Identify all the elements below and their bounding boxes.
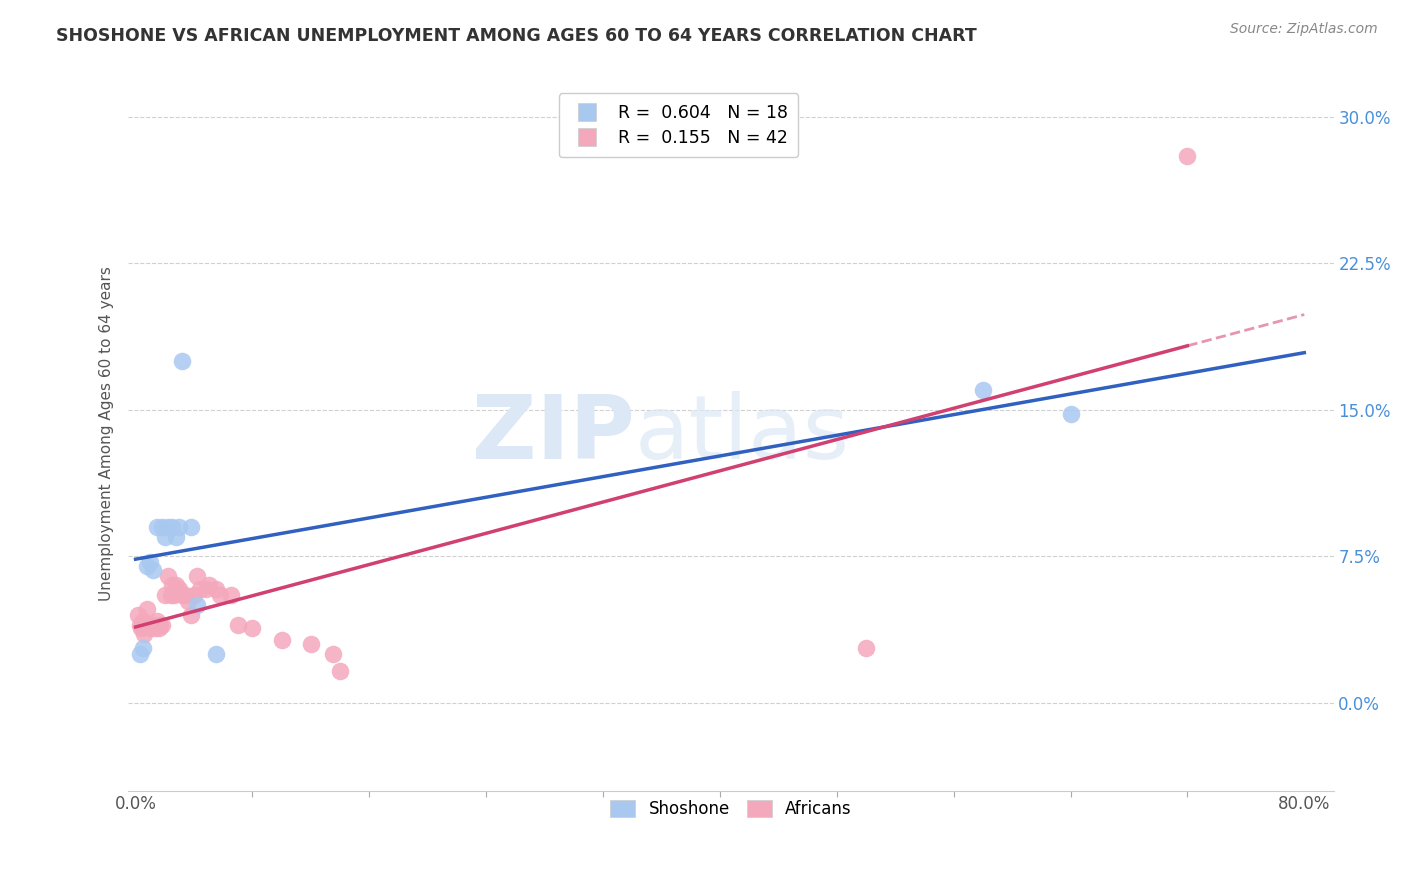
Point bbox=[139, 622, 162, 636]
Point bbox=[149, 617, 172, 632]
Point bbox=[148, 622, 170, 636]
Point bbox=[162, 588, 184, 602]
Point bbox=[183, 588, 205, 602]
Point bbox=[153, 588, 176, 602]
Point bbox=[135, 617, 157, 632]
Point bbox=[174, 588, 197, 602]
Point bbox=[169, 582, 191, 597]
Point bbox=[136, 558, 159, 573]
Text: ZIP: ZIP bbox=[471, 391, 634, 477]
Point bbox=[180, 607, 202, 622]
Point bbox=[270, 633, 292, 648]
Legend: Shoshone, Africans: Shoshone, Africans bbox=[603, 794, 858, 825]
Point bbox=[1177, 148, 1199, 162]
Point bbox=[172, 588, 194, 602]
Point bbox=[166, 530, 188, 544]
Point bbox=[219, 588, 242, 602]
Point bbox=[177, 594, 200, 608]
Point bbox=[142, 563, 165, 577]
Text: atlas: atlas bbox=[634, 391, 849, 477]
Point bbox=[188, 582, 211, 597]
Point bbox=[329, 665, 352, 679]
Point bbox=[127, 607, 149, 622]
Point bbox=[129, 647, 152, 661]
Point bbox=[134, 627, 156, 641]
Point bbox=[160, 520, 183, 534]
Point bbox=[150, 520, 173, 534]
Point bbox=[160, 578, 183, 592]
Point bbox=[156, 568, 179, 582]
Point bbox=[153, 530, 176, 544]
Point bbox=[129, 617, 152, 632]
Point bbox=[205, 647, 228, 661]
Point bbox=[136, 602, 159, 616]
Point bbox=[299, 637, 322, 651]
Point bbox=[194, 582, 217, 597]
Point bbox=[150, 617, 173, 632]
Point bbox=[139, 555, 162, 569]
Point bbox=[146, 520, 169, 534]
Point bbox=[146, 614, 169, 628]
Text: SHOSHONE VS AFRICAN UNEMPLOYMENT AMONG AGES 60 TO 64 YEARS CORRELATION CHART: SHOSHONE VS AFRICAN UNEMPLOYMENT AMONG A… bbox=[56, 27, 977, 45]
Point bbox=[322, 647, 344, 661]
Point bbox=[186, 598, 208, 612]
Point bbox=[197, 578, 219, 592]
Point bbox=[166, 578, 188, 592]
Point bbox=[226, 617, 249, 632]
Point bbox=[138, 617, 160, 632]
Point bbox=[159, 588, 181, 602]
Text: Source: ZipAtlas.com: Source: ZipAtlas.com bbox=[1230, 22, 1378, 37]
Point bbox=[205, 582, 228, 597]
Point bbox=[1059, 407, 1081, 421]
Y-axis label: Unemployment Among Ages 60 to 64 years: Unemployment Among Ages 60 to 64 years bbox=[100, 267, 114, 601]
Point bbox=[131, 622, 153, 636]
Point bbox=[156, 520, 179, 534]
Point bbox=[142, 617, 165, 632]
Point bbox=[972, 383, 994, 397]
Point bbox=[132, 614, 155, 628]
Point bbox=[143, 622, 166, 636]
Point bbox=[169, 520, 191, 534]
Point bbox=[242, 622, 264, 636]
Point bbox=[132, 640, 155, 655]
Point bbox=[209, 588, 232, 602]
Point bbox=[172, 353, 194, 368]
Point bbox=[180, 520, 202, 534]
Point bbox=[855, 640, 877, 655]
Point bbox=[186, 568, 208, 582]
